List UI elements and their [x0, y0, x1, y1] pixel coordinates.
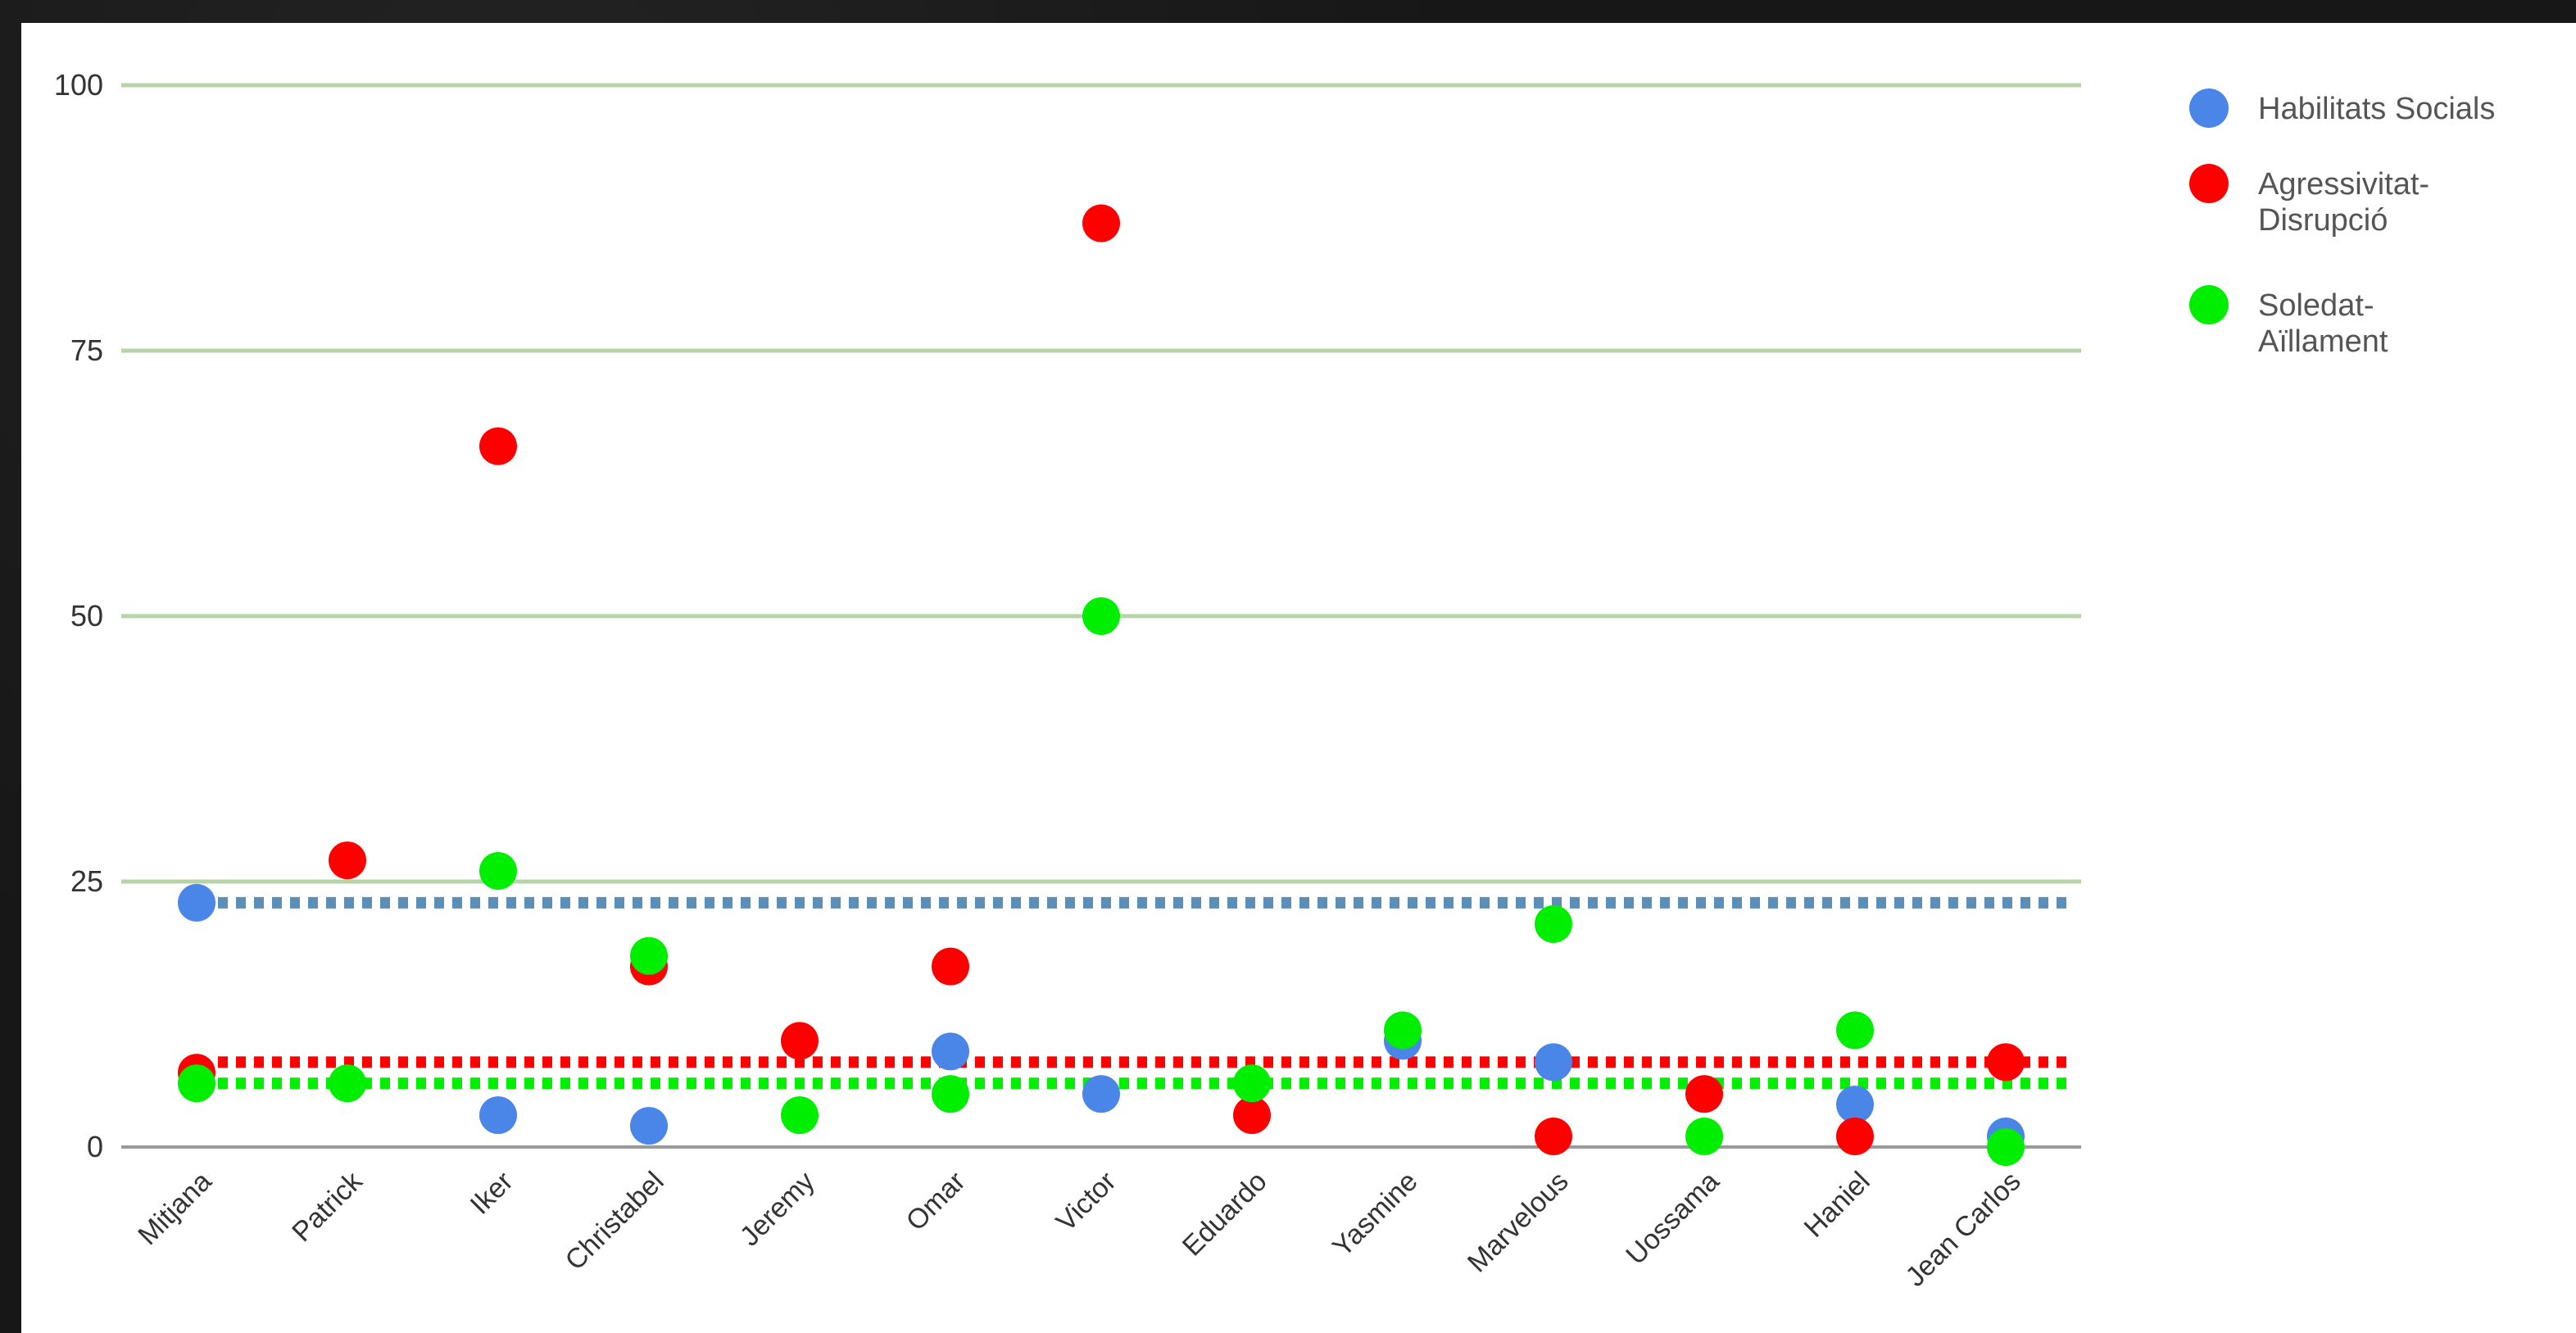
x-tick-label-jeremy: Jeremy [734, 1166, 821, 1253]
point-habilitats-socials-haniel [1836, 1086, 1874, 1124]
point-agressivitat-disrupci-omar [932, 947, 969, 986]
point-habilitats-socials-victor [1082, 1075, 1120, 1113]
x-tick-label-marvelous: Marvelous [1462, 1166, 1575, 1279]
legend-marker-habilitats-socials [2189, 88, 2229, 128]
x-tick-label-patrick: Patrick [286, 1165, 369, 1248]
point-agressivitat-disrupci-jean-carlos [1987, 1043, 2025, 1081]
point-soledat-a-llament-uossama [1685, 1118, 1723, 1156]
legend-label-a-llament: Aïllament [2258, 324, 2388, 359]
chart-card: 0 25 50 75 100 Mitjana Patrick Iker Christabel J… [21, 23, 2576, 1333]
y-tick-label-0: 0 [87, 1130, 103, 1163]
x-tick-label-iker: Iker [465, 1166, 519, 1221]
point-habilitats-socials-marvelous [1535, 1043, 1572, 1081]
y-axis-ticks: 0 25 50 75 100 [54, 68, 103, 1163]
x-tick-label-haniel: Haniel [1798, 1166, 1876, 1244]
x-tick-label-eduardo: Eduardo [1177, 1166, 1273, 1263]
legend-item-soledat-a-llament: Soledat-Aïllament [2189, 285, 2388, 359]
point-agressivitat-disrupci-marvelous [1535, 1118, 1572, 1156]
scatter-chart: 0 25 50 75 100 Mitjana Patrick Iker Christabel J… [54, 68, 2495, 1293]
point-soledat-a-llament-iker [479, 852, 517, 891]
y-tick-label-25: 25 [70, 864, 103, 898]
point-soledat-a-llament-omar [932, 1075, 969, 1113]
point-agressivitat-disrupci-victor [1082, 204, 1120, 243]
legend-item-agressivitat-disrupci: Agressivitat-Disrupció [2189, 164, 2429, 238]
x-tick-label-jean-carlos: Jean Carlos [1900, 1166, 2027, 1293]
legend-label-habilitats-socials: Habilitats Socials [2258, 92, 2495, 126]
point-habilitats-socials-christabel [630, 1107, 668, 1145]
legend-label-disrupci: Disrupció [2258, 203, 2388, 238]
point-soledat-a-llament-patrick [329, 1064, 366, 1103]
x-tick-label-mitjana: Mitjana [132, 1166, 217, 1251]
point-soledat-a-llament-mitjana [178, 1064, 215, 1103]
point-soledat-a-llament-marvelous [1535, 905, 1572, 943]
legend-marker-agressivitat-disrupci [2189, 164, 2229, 203]
point-agressivitat-disrupci-haniel [1836, 1118, 1874, 1156]
point-habilitats-socials-mitjana [178, 883, 215, 922]
point-agressivitat-disrupci-patrick [329, 841, 366, 880]
data-points [178, 204, 2025, 1166]
point-soledat-a-llament-yasmine [1384, 1011, 1422, 1050]
point-agressivitat-disrupci-eduardo [1233, 1096, 1271, 1135]
y-tick-label-100: 100 [54, 68, 103, 102]
point-agressivitat-disrupci-uossama [1685, 1075, 1723, 1113]
point-habilitats-socials-iker [479, 1096, 517, 1135]
point-soledat-a-llament-victor [1082, 597, 1120, 635]
legend: Habilitats Socials Agressivitat-Disrupció… [2189, 88, 2495, 359]
x-tick-label-christabel: Christabel [560, 1166, 670, 1276]
legend-marker-soledat-a-llament [2189, 285, 2229, 324]
legend-label-soledat: Soledat- [2258, 288, 2374, 323]
y-tick-label-50: 50 [70, 599, 103, 632]
reference-lines [218, 896, 2073, 1090]
legend-label-agressivitat: Agressivitat- [2258, 167, 2429, 202]
legend-item-habilitats-socials: Habilitats Socials [2189, 88, 2495, 128]
point-soledat-a-llament-jean-carlos [1987, 1128, 2025, 1166]
x-tick-label-yasmine: Yasmine [1327, 1166, 1424, 1263]
y-tick-label-75: 75 [70, 333, 103, 367]
point-soledat-a-llament-jeremy [781, 1096, 819, 1135]
x-tick-label-omar: Omar [900, 1166, 972, 1237]
x-axis-labels: Mitjana Patrick Iker Christabel Jeremy Omar Vi… [132, 1165, 2026, 1293]
x-tick-label-victor: Victor [1050, 1166, 1122, 1238]
point-agressivitat-disrupci-iker [479, 427, 517, 465]
point-soledat-a-llament-christabel [630, 936, 668, 975]
point-soledat-a-llament-haniel [1836, 1011, 1874, 1050]
point-habilitats-socials-omar [932, 1032, 969, 1071]
point-soledat-a-llament-eduardo [1233, 1064, 1271, 1103]
point-agressivitat-disrupci-jeremy [781, 1022, 819, 1060]
x-tick-label-uossama: Uossama [1620, 1166, 1725, 1271]
